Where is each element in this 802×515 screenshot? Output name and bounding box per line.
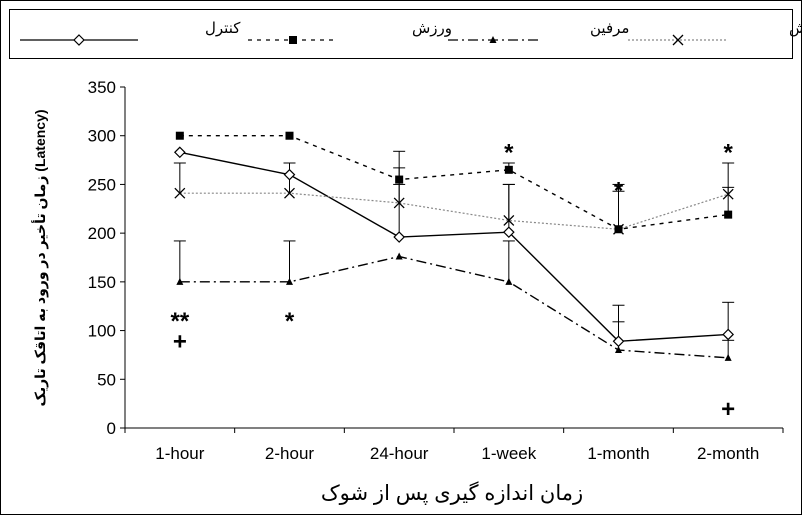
legend-label: مرفین — [590, 20, 629, 37]
series-line — [179, 255, 729, 359]
significance-marker: ** — [170, 308, 189, 335]
data-point — [286, 277, 293, 285]
data-point — [615, 346, 622, 354]
y-tick-label: 350 — [88, 78, 116, 97]
legend-label: مرفین - ورزش — [789, 20, 802, 37]
data-point — [285, 131, 294, 140]
significance-marker: * — [504, 140, 514, 167]
significance-marker: * — [723, 140, 733, 167]
data-point — [174, 187, 186, 199]
y-axis-label: زمان تأخیر در ورود به اتاقک تاریک (Laten… — [31, 109, 49, 406]
data-point — [284, 187, 295, 199]
significance-marker: * — [614, 178, 624, 205]
series-line — [179, 135, 729, 230]
legend-marker — [73, 34, 85, 46]
x-tick-label: 1-month — [587, 444, 649, 463]
significance-marker: * — [285, 308, 295, 335]
y-tick-label: 300 — [88, 127, 116, 146]
y-tick-label: 250 — [88, 175, 116, 194]
y-tick-label: 50 — [97, 370, 116, 389]
x-tick-label: 2-month — [697, 444, 759, 463]
data-point — [613, 223, 624, 235]
data-point — [395, 252, 403, 260]
data-point — [722, 328, 735, 341]
plot-area: **+****+ — [170, 131, 735, 423]
data-point — [504, 165, 513, 174]
legend-layer: کنترل ورزش مرفین مرفین - ورزش — [20, 20, 802, 46]
x-tick-label: 1-hour — [155, 444, 204, 463]
data-point — [722, 188, 734, 200]
legend-marker — [672, 34, 684, 46]
x-tick-label: 2-hour — [265, 444, 314, 463]
legend-label: ورزش — [412, 20, 452, 37]
series-line — [179, 192, 729, 230]
data-point — [173, 146, 186, 159]
y-tick-label: 150 — [88, 273, 116, 292]
data-point — [505, 277, 513, 285]
x-axis-label: زمان اندازه گیری پس از شوک — [321, 481, 583, 505]
legend-marker — [289, 36, 297, 44]
x-tick-label: 1-week — [481, 444, 536, 463]
data-point — [395, 175, 404, 184]
data-point — [393, 231, 406, 243]
legend — [9, 9, 793, 59]
significance-marker: + — [721, 396, 735, 423]
significance-marker: + — [173, 329, 187, 356]
data-point — [724, 210, 733, 219]
data-point — [175, 131, 184, 140]
y-tick-label: 200 — [88, 224, 116, 243]
y-tick-label: 100 — [88, 322, 116, 341]
series-line — [179, 151, 729, 343]
x-tick-label: 24-hour — [370, 444, 429, 463]
y-tick-label: 0 — [107, 419, 116, 438]
data-point — [283, 168, 296, 181]
data-point — [502, 226, 515, 239]
legend-label: کنترل — [205, 20, 241, 37]
data-point — [393, 197, 405, 209]
data-point — [176, 277, 184, 285]
axes: زمان اندازه گیری پس از شوک زمان تأخیر در… — [31, 78, 784, 505]
data-point — [724, 353, 732, 361]
data-point — [503, 215, 515, 226]
legend-marker — [489, 36, 497, 43]
